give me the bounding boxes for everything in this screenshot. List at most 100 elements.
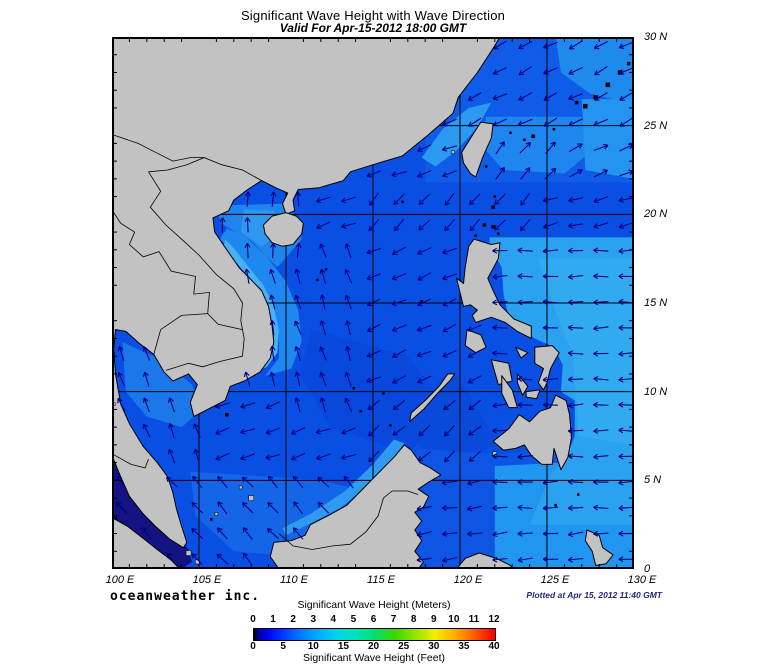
wave-direction-arrow <box>567 350 584 357</box>
wave-direction-arrow <box>519 218 531 232</box>
wave-direction-arrow <box>517 247 533 254</box>
wave-direction-arrow <box>542 505 559 512</box>
wave-direction-arrow <box>543 92 558 101</box>
feet-tick-label: 0 <box>250 641 256 652</box>
wave-direction-arrow <box>241 476 254 488</box>
wave-direction-arrow <box>417 169 432 178</box>
wave-direction-arrow <box>518 41 533 50</box>
border-borneo-internal <box>278 490 419 550</box>
wave-direction-arrow <box>392 425 406 436</box>
wave-direction-arrow <box>468 450 481 462</box>
meters-tick-label: 0 <box>250 614 256 625</box>
wave-direction-arrow <box>344 371 352 387</box>
wave-direction-arrow <box>142 371 150 387</box>
feet-tick-label: 20 <box>367 641 380 652</box>
wave-direction-arrow <box>367 399 381 411</box>
wave-direction-arrow <box>317 501 330 514</box>
wave-direction-arrow <box>442 118 457 127</box>
wave-direction-arrow <box>290 452 306 461</box>
wave-direction-arrow <box>417 298 432 307</box>
wave-direction-arrow <box>467 505 483 512</box>
wave-direction-arrow <box>117 371 126 387</box>
wave-direction-arrow <box>442 273 457 281</box>
islet <box>605 82 611 88</box>
islet <box>491 205 495 209</box>
feet-tick-label: 5 <box>280 641 286 652</box>
wave-direction-arrow <box>567 453 584 460</box>
wave-direction-arrow <box>319 320 327 336</box>
meters-tick-label: 12 <box>488 614 500 625</box>
wave-direction-arrow <box>618 401 634 408</box>
wave-direction-arrow <box>319 346 327 361</box>
meters-tick-label: 10 <box>448 614 460 625</box>
wave-direction-arrow <box>618 427 634 434</box>
wave-direction-arrow <box>344 345 351 362</box>
wave-direction-arrow <box>167 448 176 464</box>
wave-direction-arrow <box>294 320 302 335</box>
wave-direction-arrow <box>520 167 531 180</box>
wave-direction-arrow <box>368 218 380 232</box>
wave-direction-arrow <box>567 478 584 485</box>
wave-direction-arrow <box>418 219 431 231</box>
wave-direction-arrow <box>216 553 229 565</box>
wave-direction-arrow <box>492 324 508 331</box>
islet <box>248 495 254 501</box>
wave-direction-arrow <box>593 350 609 357</box>
islet <box>420 299 423 303</box>
wave-direction-arrow <box>294 268 301 284</box>
wave-direction-arrow <box>319 243 327 258</box>
feet-tick-label: 25 <box>398 641 410 652</box>
feet-tick-label: 35 <box>458 641 470 652</box>
wave-direction-arrow <box>618 298 634 305</box>
wave-direction-arrow <box>517 504 533 511</box>
wave-direction-arrow <box>517 299 533 306</box>
wave-direction-arrow <box>441 557 458 563</box>
y-axis-label: 25 N <box>644 119 668 132</box>
wave-direction-arrow <box>542 401 559 408</box>
wave-direction-arrow <box>392 349 406 358</box>
wave-direction-arrow <box>116 501 127 514</box>
islet <box>239 485 243 490</box>
wave-direction-arrow <box>567 222 584 229</box>
wave-direction-arrow <box>270 242 277 259</box>
wave-direction-arrow <box>319 397 326 413</box>
wave-direction-arrow <box>542 324 559 331</box>
wave-direction-arrow <box>492 402 508 409</box>
islet <box>474 234 477 237</box>
meters-tick-label: 9 <box>430 614 437 625</box>
wave-direction-arrow <box>466 530 483 537</box>
wave-direction-arrow <box>392 375 406 384</box>
islet <box>509 131 512 135</box>
wave-direction-arrow <box>391 324 407 332</box>
wave-direction-arrow <box>568 197 584 203</box>
land-panay <box>490 359 513 386</box>
wave-direction-arrow <box>366 349 381 358</box>
wave-direction-arrow <box>492 505 508 511</box>
border-vietnam-cambodia <box>165 302 245 371</box>
feet-tick-label: 10 <box>307 641 319 652</box>
wave-direction-arrow <box>366 298 381 307</box>
islet <box>401 200 404 204</box>
wave-direction-arrow <box>416 350 432 358</box>
map-frame <box>111 36 634 570</box>
wave-direction-arrow <box>542 196 558 203</box>
wave-direction-arrow <box>567 273 584 280</box>
wave-direction-arrow <box>142 423 151 438</box>
wave-direction-arrow <box>544 167 557 180</box>
wave-direction-arrow <box>368 450 380 463</box>
wave-direction-arrow <box>567 505 584 511</box>
wave-direction-arrow <box>492 350 508 357</box>
wave-direction-arrow <box>294 294 302 310</box>
colorbar-title-feet: Significant Wave Height (Feet) <box>302 652 445 664</box>
wave-direction-arrow <box>317 476 330 488</box>
y-axis-label: 10 N <box>644 385 668 398</box>
wave-direction-arrow <box>543 41 558 49</box>
wave-direction-arrow <box>191 501 203 514</box>
wave-direction-arrow <box>618 324 634 331</box>
wave-direction-arrow <box>568 143 583 153</box>
wave-direction-arrow <box>568 169 583 178</box>
wave-direction-arrow <box>519 141 532 154</box>
wave-direction-arrow <box>593 479 609 486</box>
wave-direction-arrow <box>392 399 406 411</box>
